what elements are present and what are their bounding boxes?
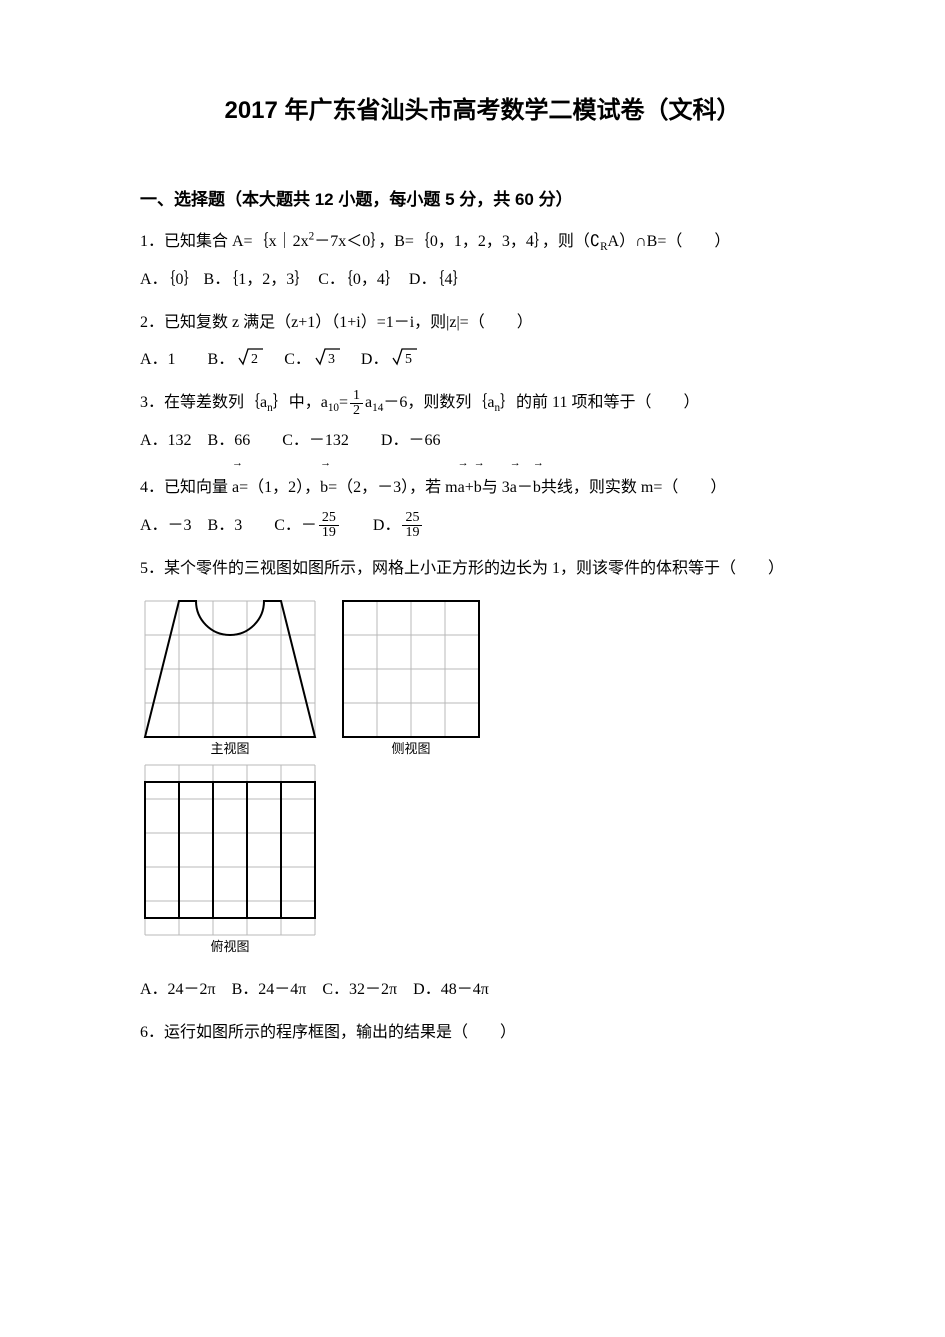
frac-25-19a: 2519 xyxy=(319,511,339,541)
vector-a2-icon: a xyxy=(458,466,465,505)
q4-optD: D． xyxy=(341,517,401,534)
q4-s2: =（2，－3），若 m xyxy=(328,479,457,496)
three-view-diagram: 主视图 侧视图俯视图 xyxy=(140,596,825,962)
q2-optB: C． xyxy=(268,351,311,368)
q4-s4: 与 3 xyxy=(482,479,510,496)
question-3: 3．在等差数列｛an｝中，a10=12a14－6，则数列｛an｝的前 11 项和… xyxy=(140,385,825,421)
q2-optA: A．1 B． xyxy=(140,351,234,368)
vector-b-icon: b xyxy=(320,466,328,505)
q4-pre: 4．已知向量 xyxy=(140,479,228,496)
question-5: 5．某个零件的三视图如图所示，网格上小正方形的边长为 1，则该零件的体积等于（ … xyxy=(140,551,825,586)
vector-a-icon: a xyxy=(232,466,239,505)
q1-text-b: －7x＜0｝，B=｛0，1，2，3，4｝，则（∁ xyxy=(314,233,600,250)
question-6: 6．运行如图所示的程序框图，输出的结果是（ ） xyxy=(140,1015,825,1050)
sub-14: 14 xyxy=(372,403,383,415)
q4-s3: + xyxy=(465,479,474,496)
q2-options: A．1 B． 2 C． 3 D． 5 xyxy=(140,342,825,377)
question-2: 2．已知复数 z 满足（z+1）（1+i）=1－i，则|z|=（ ） xyxy=(140,305,825,340)
exam-page: 2017 年广东省汕头市高考数学二模试卷（文科） 一、选择题（本大题共 12 小… xyxy=(0,0,945,1337)
sub-10: 10 xyxy=(328,403,339,415)
q2-optC: D． xyxy=(345,351,389,368)
vector-b3-icon: b xyxy=(533,466,541,505)
sqrt-5-icon: 5 xyxy=(392,344,418,379)
q4-s1: =（1，2）， xyxy=(239,479,320,496)
sub-R: R xyxy=(600,241,607,253)
section-heading: 一、选择题（本大题共 12 小题，每小题 5 分，共 60 分） xyxy=(140,185,825,210)
frac-1-2: 12 xyxy=(350,389,363,419)
svg-text:2: 2 xyxy=(251,352,258,366)
vector-a3-icon: a xyxy=(510,466,517,505)
q1-options: A．｛0｝ B．｛1，2，3｝ C．｛0，4｝ D．｛4｝ xyxy=(140,262,825,297)
three-view-svg: 主视图 侧视图俯视图 xyxy=(140,596,484,957)
q4-optA: A．－3 B．3 C．－ xyxy=(140,517,317,534)
q4-s6: 共线，则实数 m=（ ） xyxy=(541,479,726,496)
q3-c: = xyxy=(339,394,348,411)
q4-s5: － xyxy=(517,479,533,496)
q3-e: －6，则数列｛a xyxy=(383,394,494,411)
question-1: 1．已知集合 A=｛x｜2x2－7x＜0｝，B=｛0，1，2，3，4｝，则（∁R… xyxy=(140,224,825,260)
q5-options: A．24－2π B．24－4π C．32－2π D．48－4π xyxy=(140,972,825,1007)
q4-options: A．－3 B．3 C．－2519 D．2519 xyxy=(140,508,825,543)
frac-25-19b: 2519 xyxy=(402,511,422,541)
svg-text:5: 5 xyxy=(405,352,412,366)
q3-f: ｝的前 11 项和等于（ ） xyxy=(500,394,699,411)
q1-text-a: 1．已知集合 A=｛x｜2x xyxy=(140,233,309,250)
svg-text:侧视图: 侧视图 xyxy=(391,741,430,756)
svg-text:俯视图: 俯视图 xyxy=(210,939,249,954)
vector-b2-icon: b xyxy=(474,466,482,505)
q3-options: A．132 B．66 C．－132 D．－66 xyxy=(140,423,825,458)
q1-text-c: A）∩B=（ ） xyxy=(608,233,731,250)
q3-a: 3．在等差数列｛a xyxy=(140,394,267,411)
svg-text:主视图: 主视图 xyxy=(210,741,249,756)
q3-b: ｝中，a xyxy=(273,394,328,411)
svg-text:3: 3 xyxy=(328,352,335,366)
question-4: 4．已知向量 a=（1，2），b=（2，－3），若 ma+b与 3a－b共线，则… xyxy=(140,466,825,505)
sqrt-3-icon: 3 xyxy=(315,344,341,379)
page-title: 2017 年广东省汕头市高考数学二模试卷（文科） xyxy=(140,90,825,125)
sqrt-2-icon: 2 xyxy=(238,344,264,379)
